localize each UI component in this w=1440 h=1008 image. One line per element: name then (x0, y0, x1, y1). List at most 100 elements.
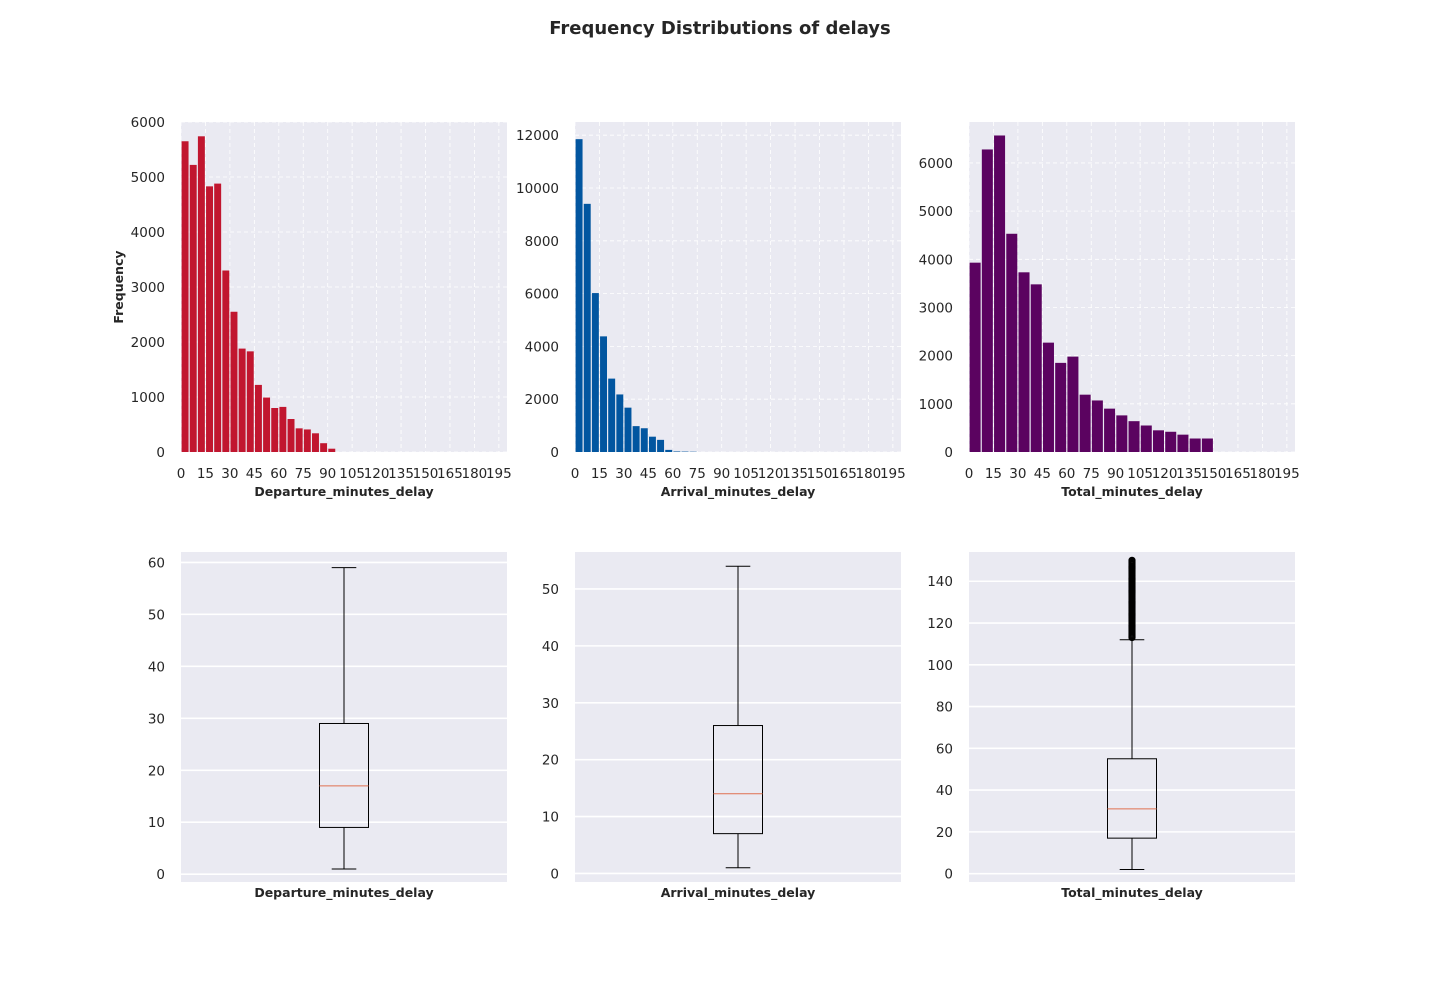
bar (1067, 356, 1079, 452)
x-tick-label: 75 (295, 466, 312, 482)
y-tick-label: 2000 (131, 335, 165, 351)
y-tick-label: 50 (542, 582, 559, 598)
bar (189, 164, 197, 452)
x-tick-label: 180 (462, 466, 488, 482)
y-tick-label: 20 (936, 825, 953, 841)
x-tick-label: 90 (713, 466, 730, 482)
y-axis-label: Frequency (111, 250, 126, 323)
bar (1140, 425, 1152, 452)
y-tick-label: 4000 (919, 252, 953, 268)
bar (1189, 438, 1201, 452)
y-tick-label: 1000 (919, 397, 953, 413)
iqr-box (319, 722, 369, 828)
chart-box-arrival: 0 10 20 30 40 50 Arrival_minutes_delay (542, 552, 901, 901)
bar (648, 436, 656, 452)
x-tick-label: 90 (319, 466, 336, 482)
y-tick-label: 100 (927, 658, 953, 674)
x-tick-label: 90 (1107, 466, 1124, 482)
y-tick-label: 10000 (516, 181, 559, 197)
x-axis-label: Total_minutes_delay (1061, 885, 1203, 901)
bar (616, 394, 624, 452)
y-tick-label: 30 (148, 711, 165, 727)
x-tick-label: 195 (880, 466, 906, 482)
bar (303, 429, 311, 452)
bar (238, 348, 246, 452)
plot-area (575, 122, 901, 452)
x-tick-label: 180 (1250, 466, 1276, 482)
x-tick-label: 120 (364, 466, 390, 482)
x-tick-label: 135 (1176, 466, 1202, 482)
bar (657, 439, 665, 452)
x-axis-label: Departure_minutes_delay (254, 885, 433, 901)
y-tick-label: 6000 (919, 156, 953, 172)
x-tick-label: 150 (413, 466, 439, 482)
bar (673, 451, 681, 452)
x-tick-label: 135 (782, 466, 808, 482)
y-tick-label: 5000 (131, 170, 165, 186)
y-tick-label: 0 (550, 445, 559, 461)
x-tick-label: 105 (733, 466, 759, 482)
x-tick-label: 150 (1201, 466, 1227, 482)
x-axis-label: Departure_minutes_delay (254, 484, 433, 500)
bar (981, 149, 993, 453)
x-tick-label: 180 (856, 466, 882, 482)
y-tick-label: 0 (156, 445, 165, 461)
y-tick-label: 6000 (525, 287, 559, 303)
y-tick-label: 0 (944, 867, 953, 883)
y-tick-label: 80 (936, 700, 953, 716)
x-tick-label: 15 (197, 466, 214, 482)
bar (1030, 284, 1042, 452)
bar (1152, 430, 1164, 452)
x-tick-label: 0 (965, 466, 974, 482)
x-tick-label: 135 (388, 466, 414, 482)
y-tick-label: 3000 (919, 300, 953, 316)
bar (1104, 408, 1116, 452)
bar (1055, 362, 1067, 452)
x-tick-label: 60 (1058, 466, 1075, 482)
y-tick-label: 6000 (131, 115, 165, 131)
x-tick-label: 150 (807, 466, 833, 482)
x-tick-label: 60 (270, 466, 287, 482)
bar (206, 186, 213, 452)
y-tick-label: 50 (148, 607, 165, 623)
bar (287, 419, 295, 452)
x-tick-label: 30 (615, 466, 632, 482)
figure-title: Frequency Distributions of delays (549, 18, 891, 39)
bar (1079, 394, 1091, 452)
y-tick-label: 20 (542, 753, 559, 769)
bar (320, 443, 328, 452)
bar (575, 139, 583, 452)
bar (279, 406, 287, 452)
bar (994, 135, 1006, 452)
x-tick-label: 30 (221, 466, 238, 482)
x-tick-label: 15 (591, 466, 608, 482)
bar (632, 426, 640, 452)
bar (640, 428, 648, 452)
bar (181, 141, 189, 452)
bar (969, 262, 981, 452)
bar (328, 448, 336, 452)
bar (1042, 342, 1054, 452)
y-tick-label: 120 (927, 616, 953, 632)
x-tick-label: 0 (177, 466, 186, 482)
y-tick-label: 0 (550, 866, 559, 882)
bar (1128, 421, 1140, 452)
y-tick-label: 40 (148, 659, 165, 675)
iqr-box (1107, 758, 1157, 839)
bar (1165, 431, 1177, 452)
y-tick-label: 0 (156, 867, 165, 883)
x-tick-label: 60 (664, 466, 681, 482)
bar (222, 270, 230, 452)
bar (1177, 434, 1189, 452)
y-tick-label: 12000 (516, 128, 559, 144)
x-axis-label: Arrival_minutes_delay (661, 885, 816, 901)
x-tick-label: 75 (689, 466, 706, 482)
y-tick-label: 1000 (131, 390, 165, 406)
bar (271, 408, 279, 452)
x-tick-label: 45 (640, 466, 657, 482)
bar (254, 384, 262, 452)
y-tick-label: 140 (927, 574, 953, 590)
